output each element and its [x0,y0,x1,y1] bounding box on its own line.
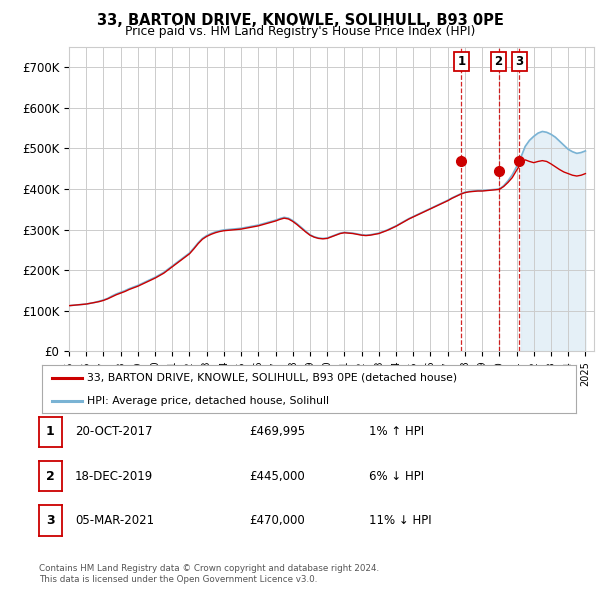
Text: 20-OCT-2017: 20-OCT-2017 [75,425,152,438]
Text: 11% ↓ HPI: 11% ↓ HPI [369,514,431,527]
Text: Contains HM Land Registry data © Crown copyright and database right 2024.: Contains HM Land Registry data © Crown c… [39,565,379,573]
Text: 33, BARTON DRIVE, KNOWLE, SOLIHULL, B93 0PE (detached house): 33, BARTON DRIVE, KNOWLE, SOLIHULL, B93 … [88,373,458,383]
Text: £470,000: £470,000 [249,514,305,527]
Text: Price paid vs. HM Land Registry's House Price Index (HPI): Price paid vs. HM Land Registry's House … [125,25,475,38]
Text: 6% ↓ HPI: 6% ↓ HPI [369,470,424,483]
Text: 18-DEC-2019: 18-DEC-2019 [75,470,153,483]
Text: This data is licensed under the Open Government Licence v3.0.: This data is licensed under the Open Gov… [39,575,317,584]
Text: 1: 1 [46,425,55,438]
Text: 3: 3 [515,55,524,68]
Text: HPI: Average price, detached house, Solihull: HPI: Average price, detached house, Soli… [88,396,329,406]
Text: £445,000: £445,000 [249,470,305,483]
Text: 2: 2 [46,470,55,483]
Text: 33, BARTON DRIVE, KNOWLE, SOLIHULL, B93 0PE: 33, BARTON DRIVE, KNOWLE, SOLIHULL, B93 … [97,13,503,28]
Text: 05-MAR-2021: 05-MAR-2021 [75,514,154,527]
Text: 1: 1 [457,55,466,68]
Text: 1% ↑ HPI: 1% ↑ HPI [369,425,424,438]
Text: £469,995: £469,995 [249,425,305,438]
Text: 3: 3 [46,514,55,527]
Text: 2: 2 [494,55,503,68]
